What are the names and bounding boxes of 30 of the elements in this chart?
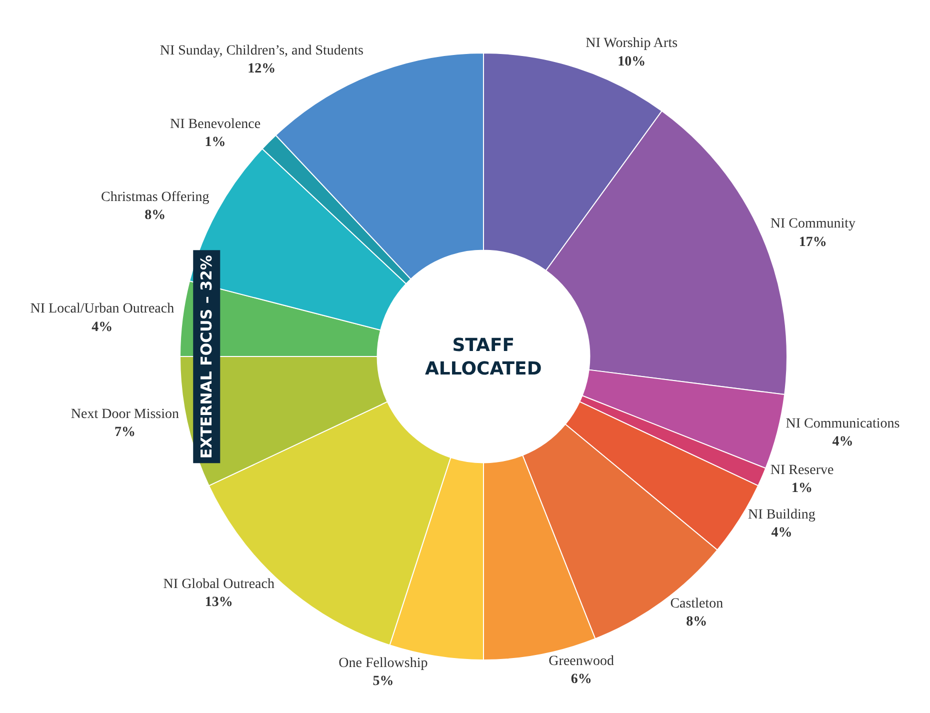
data-label: 1%	[792, 481, 813, 496]
data-label: 4%	[92, 320, 113, 335]
slice-label: NI Community	[770, 216, 856, 232]
slice-label: NI Reserve	[770, 463, 834, 478]
text: EXTERNAL FOCUS – 32%	[198, 255, 216, 459]
data-label: 8%	[686, 614, 708, 630]
slice-label: Greenwood	[548, 654, 614, 670]
data-label: 6%	[570, 672, 592, 688]
slice-label: Next Door Mission	[70, 406, 180, 422]
data-label: 4%	[832, 434, 854, 450]
slice-label: NI Sunday, Children’s, and Students	[160, 43, 364, 58]
slice-label: NI Benevolence	[170, 116, 261, 132]
slice-label: NI Local/Urban Outreach	[30, 302, 174, 317]
data-label: 17%	[798, 234, 827, 250]
slice-label: One Fellowship	[338, 656, 428, 671]
data-label: 13%	[204, 595, 233, 610]
data-label: 4%	[771, 525, 792, 540]
data-label: 5%	[372, 674, 394, 690]
slice-label: Castleton	[670, 596, 724, 612]
slice-label: NI Communications	[786, 416, 900, 432]
slice-label: NI Worship Arts	[586, 36, 678, 52]
data-label: 8%	[144, 208, 166, 224]
slice-label: Christmas Offering	[101, 190, 210, 205]
data-label: 1%	[204, 135, 226, 150]
data-label: 7%	[114, 425, 136, 440]
data-label: 10%	[618, 54, 646, 70]
text: STAFF ALLOCATED	[425, 335, 542, 380]
slice-label: NI Building	[748, 507, 816, 522]
data-label: 12%	[248, 62, 276, 77]
slice-label: NI Global Outreach	[163, 576, 274, 592]
